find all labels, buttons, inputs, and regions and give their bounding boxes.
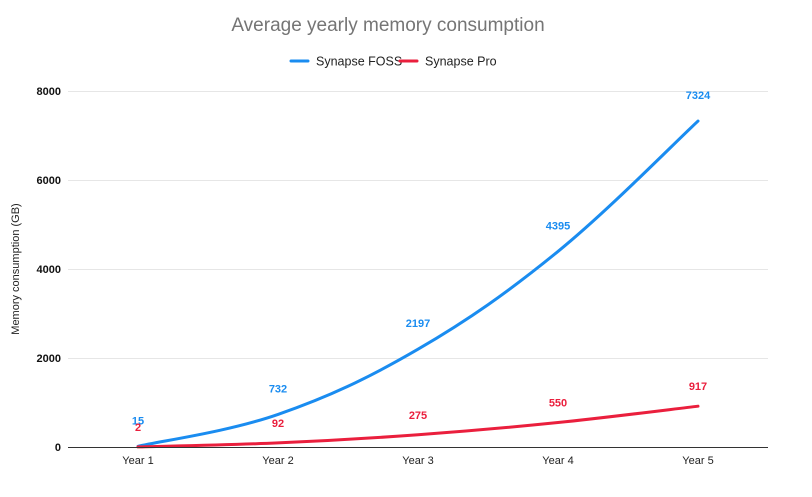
- legend: Synapse FOSS Synapse Pro: [289, 55, 497, 69]
- data-labels: 15 732 2197 4395 7324 2 92 275 550 917: [132, 90, 711, 434]
- data-label: 275: [409, 410, 427, 422]
- x-tick-label: Year 3: [402, 455, 433, 467]
- y-tick-label: 8000: [37, 86, 61, 98]
- legend-label: Synapse FOSS: [316, 55, 402, 69]
- chart-title: Average yearly memory consumption: [231, 15, 544, 36]
- y-tick-label: 4000: [37, 264, 61, 276]
- y-axis-title: Memory consumption (GB): [10, 203, 22, 334]
- data-label: 2197: [406, 318, 430, 330]
- data-label: 4395: [546, 220, 570, 232]
- x-tick-label: Year 1: [122, 455, 153, 467]
- series-line: [136, 119, 700, 448]
- series-lines: [136, 119, 700, 449]
- y-axis-ticks: 0 2000 4000 6000 8000: [37, 86, 61, 454]
- x-tick-label: Year 5: [682, 455, 713, 467]
- x-axis-ticks: Year 1 Year 2 Year 3 Year 4 Year 5: [122, 455, 713, 467]
- x-tick-label: Year 2: [262, 455, 293, 467]
- gridlines: [68, 91, 768, 359]
- data-label: 732: [269, 383, 287, 395]
- series-line: [136, 404, 700, 449]
- data-label: 2: [135, 422, 141, 434]
- data-label: 917: [689, 381, 707, 393]
- data-label: 15: [132, 415, 144, 427]
- y-tick-label: 0: [55, 442, 61, 454]
- x-tick-label: Year 4: [542, 455, 573, 467]
- y-tick-label: 2000: [37, 353, 61, 365]
- legend-label: Synapse Pro: [425, 55, 497, 69]
- y-tick-label: 6000: [37, 175, 61, 187]
- data-label: 550: [549, 398, 567, 410]
- data-label: 92: [272, 418, 284, 430]
- data-label: 7324: [686, 90, 711, 102]
